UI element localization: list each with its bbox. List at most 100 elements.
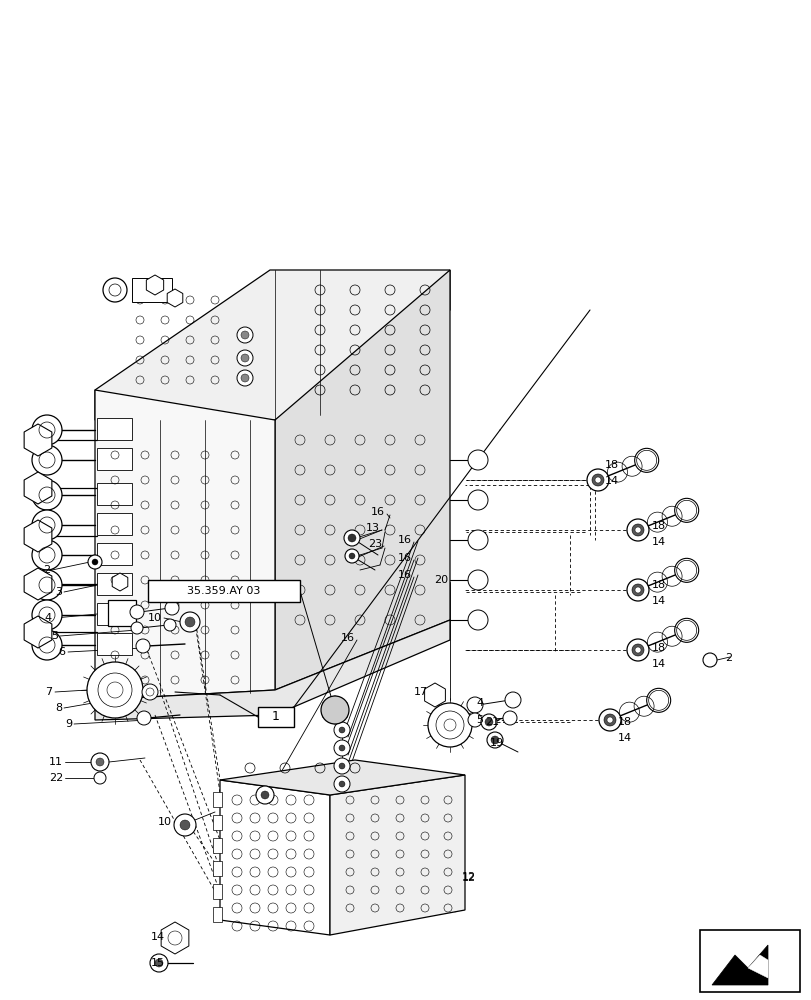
Circle shape: [32, 510, 62, 540]
Polygon shape: [24, 520, 52, 552]
Circle shape: [467, 530, 487, 550]
Circle shape: [484, 718, 492, 726]
Circle shape: [599, 709, 620, 731]
Circle shape: [185, 617, 195, 627]
Polygon shape: [220, 760, 465, 795]
Text: 4: 4: [45, 613, 52, 623]
Circle shape: [467, 570, 487, 590]
Bar: [148, 580, 299, 602]
Polygon shape: [220, 780, 329, 935]
Polygon shape: [275, 270, 449, 690]
Circle shape: [237, 327, 253, 343]
Circle shape: [241, 354, 249, 362]
Circle shape: [348, 534, 355, 542]
Polygon shape: [95, 390, 275, 700]
Text: 12: 12: [461, 873, 475, 883]
Circle shape: [333, 722, 350, 738]
Polygon shape: [167, 289, 182, 307]
Text: 8: 8: [55, 703, 62, 713]
Bar: [212, 907, 221, 922]
Bar: [97, 513, 132, 535]
Circle shape: [626, 639, 648, 661]
Circle shape: [165, 601, 178, 615]
Text: 14: 14: [604, 476, 618, 486]
Text: 4: 4: [475, 698, 483, 708]
Text: 20: 20: [433, 575, 448, 585]
Text: 18: 18: [651, 580, 665, 590]
Circle shape: [237, 370, 253, 386]
Circle shape: [646, 688, 670, 712]
Circle shape: [137, 711, 151, 725]
Text: 18: 18: [651, 521, 665, 531]
Circle shape: [480, 714, 496, 730]
Bar: [212, 792, 221, 807]
Circle shape: [626, 519, 648, 541]
Circle shape: [702, 653, 716, 667]
Circle shape: [634, 448, 658, 472]
Circle shape: [87, 662, 143, 718]
Circle shape: [603, 714, 616, 726]
Text: 2: 2: [724, 653, 732, 663]
Circle shape: [174, 814, 195, 836]
Bar: [97, 573, 132, 595]
Circle shape: [142, 684, 158, 700]
Circle shape: [32, 480, 62, 510]
Polygon shape: [146, 275, 164, 295]
Text: 3: 3: [55, 587, 62, 597]
Circle shape: [333, 776, 350, 792]
Text: 5: 5: [475, 715, 483, 725]
Text: 18: 18: [651, 643, 665, 653]
Circle shape: [634, 647, 640, 653]
Bar: [97, 543, 132, 565]
Text: 35.359.AY 03: 35.359.AY 03: [187, 586, 260, 596]
Circle shape: [180, 820, 190, 830]
Polygon shape: [323, 696, 346, 724]
Circle shape: [674, 498, 697, 522]
Circle shape: [594, 477, 600, 483]
Circle shape: [241, 374, 249, 382]
Circle shape: [467, 450, 487, 470]
Circle shape: [626, 579, 648, 601]
Text: 5: 5: [51, 631, 58, 641]
Circle shape: [92, 559, 98, 565]
Circle shape: [88, 555, 102, 569]
Circle shape: [338, 763, 345, 769]
Circle shape: [32, 600, 62, 630]
Circle shape: [91, 753, 109, 771]
Circle shape: [466, 697, 483, 713]
Text: 14: 14: [651, 537, 665, 547]
Text: 16: 16: [397, 553, 411, 563]
Text: 14: 14: [151, 932, 165, 942]
Polygon shape: [112, 573, 127, 591]
Bar: [699, 930, 799, 992]
Text: 10: 10: [158, 817, 172, 827]
Circle shape: [150, 954, 168, 972]
Bar: [212, 884, 221, 899]
Polygon shape: [24, 568, 52, 600]
Bar: [132, 278, 172, 302]
Polygon shape: [24, 616, 52, 648]
Polygon shape: [424, 683, 445, 707]
Circle shape: [180, 612, 200, 632]
Text: 15: 15: [151, 958, 165, 968]
Circle shape: [674, 558, 697, 582]
Polygon shape: [24, 472, 52, 504]
Polygon shape: [329, 775, 465, 935]
Text: 13: 13: [366, 523, 380, 533]
Text: 21: 21: [484, 717, 499, 727]
Text: 23: 23: [367, 539, 381, 549]
Circle shape: [32, 570, 62, 600]
Circle shape: [338, 781, 345, 787]
Circle shape: [487, 732, 502, 748]
Circle shape: [255, 786, 273, 804]
Text: 19: 19: [489, 738, 504, 748]
Circle shape: [607, 717, 612, 723]
Bar: [212, 838, 221, 853]
Bar: [108, 600, 135, 626]
Text: 18: 18: [604, 460, 618, 470]
Bar: [97, 483, 132, 505]
Text: 10: 10: [148, 613, 162, 623]
Polygon shape: [161, 922, 189, 954]
Circle shape: [631, 584, 643, 596]
Text: 11: 11: [49, 757, 63, 767]
